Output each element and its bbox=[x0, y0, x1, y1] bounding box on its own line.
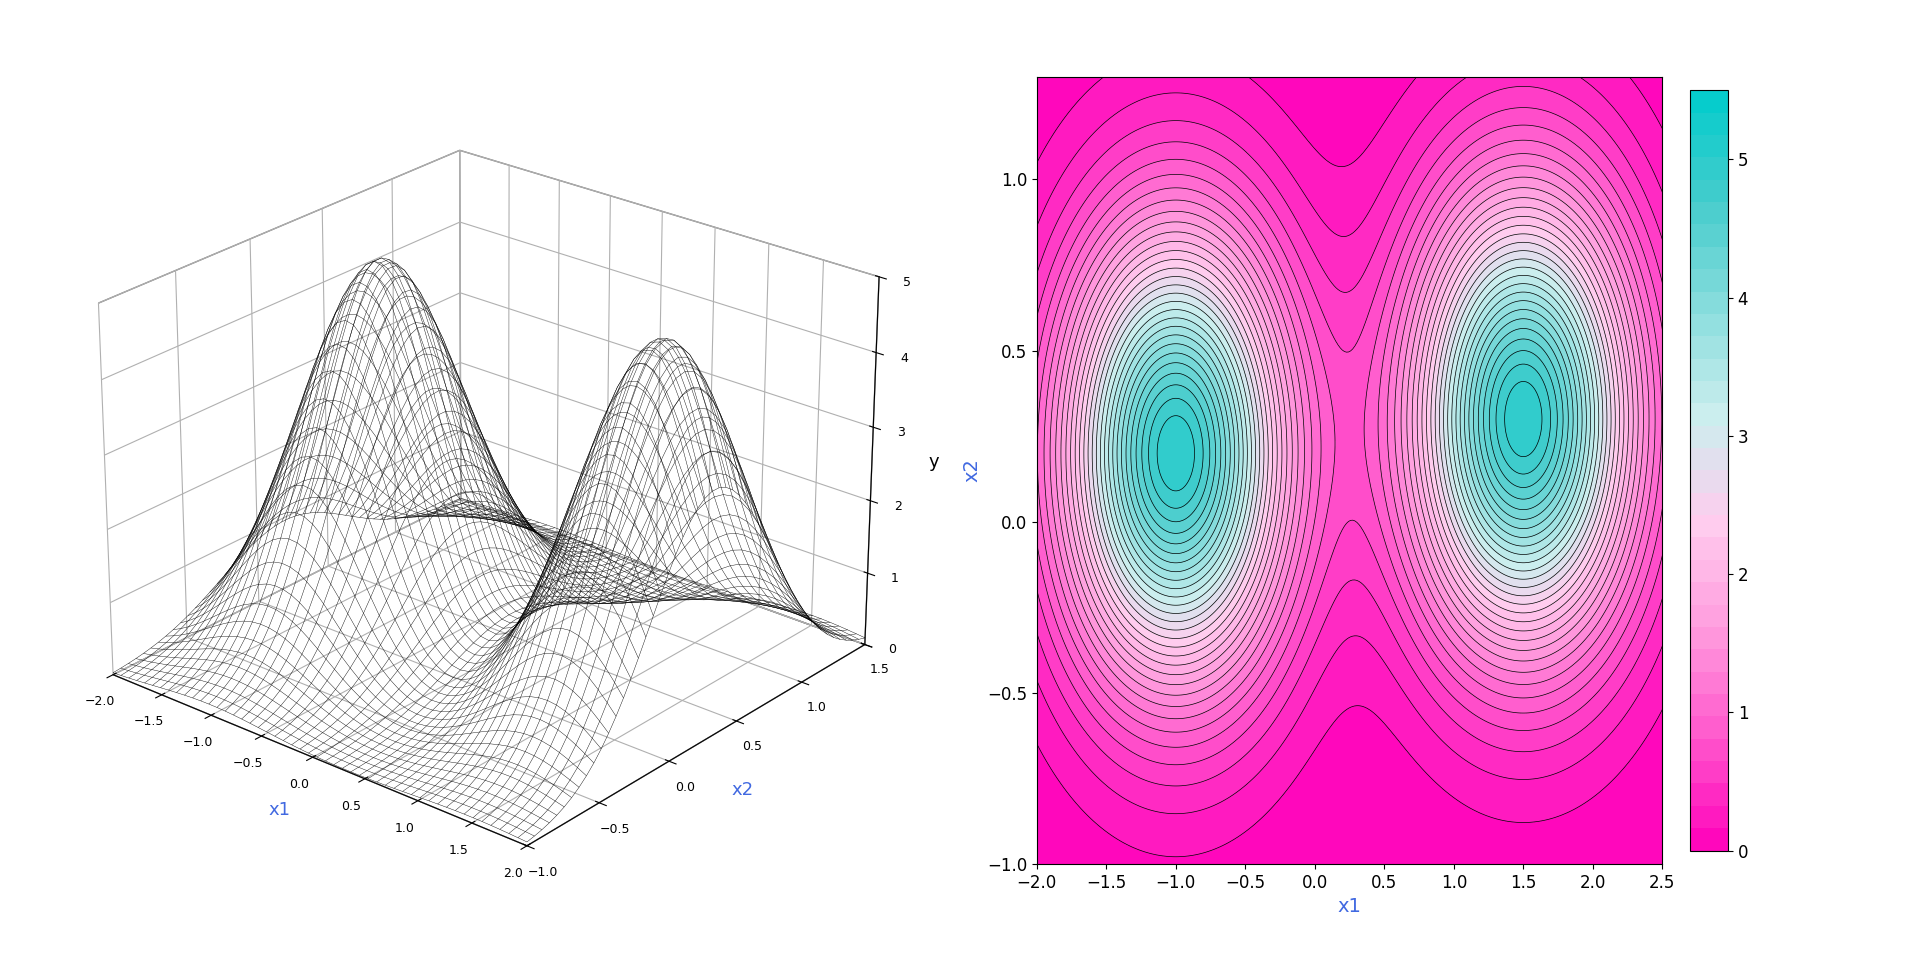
Y-axis label: x2: x2 bbox=[732, 781, 753, 799]
Y-axis label: x2: x2 bbox=[962, 459, 981, 482]
X-axis label: x1: x1 bbox=[1338, 898, 1361, 916]
X-axis label: x1: x1 bbox=[269, 801, 290, 819]
